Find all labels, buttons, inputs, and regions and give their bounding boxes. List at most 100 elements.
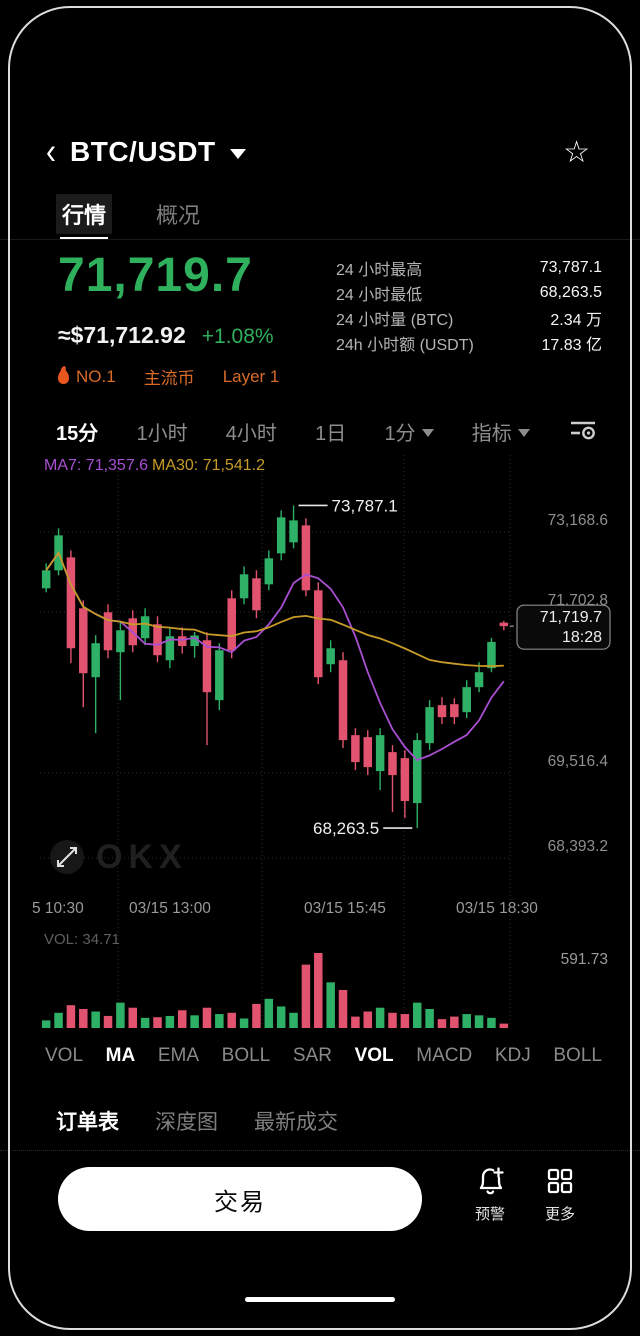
badge-layer1[interactable]: Layer 1	[222, 366, 280, 386]
indicator-ema[interactable]: EMA	[157, 1045, 200, 1066]
candle-body	[276, 517, 286, 554]
chart-settings-icon[interactable]	[568, 416, 598, 447]
volume-bar	[351, 1016, 360, 1028]
volume-bar	[227, 1012, 236, 1028]
volume-bar	[116, 1002, 125, 1028]
stat-row: 24h 小时额 (USDT) 17.83 亿	[336, 336, 602, 354]
candle-body	[326, 648, 335, 665]
indicator-kdj[interactable]: KDJ	[494, 1045, 531, 1066]
trade-button[interactable]: 交易	[58, 1167, 422, 1231]
indicator-ma[interactable]: MA	[105, 1045, 136, 1066]
divider	[0, 1150, 640, 1151]
volume-bar	[314, 953, 323, 1028]
ma30-line	[45, 551, 504, 668]
volume-bar	[437, 1019, 447, 1028]
tab-order-book[interactable]: 订单表	[56, 1111, 119, 1134]
stat-row: 24 小时最低 68,263.5	[336, 283, 602, 304]
ma7-line	[45, 551, 505, 762]
candle-body	[301, 525, 311, 591]
tab-latest-trades[interactable]: 最新成交	[254, 1111, 338, 1134]
badge-mainstream[interactable]: 主流币	[143, 369, 195, 388]
candle-body	[351, 735, 360, 763]
chevron-down-icon	[517, 428, 530, 437]
candle-body	[487, 641, 496, 669]
page-title: BTC/USDT	[70, 136, 216, 167]
volume-bar	[190, 1015, 199, 1028]
candle-body	[239, 574, 249, 599]
home-indicator[interactable]	[245, 1297, 395, 1302]
candle-body	[450, 704, 459, 718]
indicator-boll[interactable]: BOLL	[221, 1045, 271, 1066]
header: ‹ BTC/USDT ☆	[46, 130, 590, 174]
candle-body	[425, 707, 434, 744]
pair-dropdown-caret-icon[interactable]	[229, 149, 246, 159]
candle-body	[165, 636, 175, 661]
last-price-tag	[516, 604, 611, 650]
volume-axis-max: 591.73	[561, 951, 608, 968]
volume-bar	[499, 1023, 509, 1028]
candle-body	[338, 660, 348, 741]
candle-body	[289, 520, 298, 543]
volume-bar	[54, 1012, 63, 1028]
x-axis-label: 03/15 18:30	[456, 900, 538, 917]
price-chart[interactable]: 73,168.6 71,702.8 69,516.4 68,393.2 MA7: 71,…	[30, 450, 615, 1035]
candle-body	[140, 616, 150, 639]
tab-overview[interactable]: 概况	[156, 203, 201, 228]
indicator-dropdown[interactable]: 指标	[472, 417, 530, 446]
candle-body	[437, 705, 447, 718]
candle-body	[499, 622, 509, 627]
y-axis-label: 68,393.2	[548, 838, 608, 855]
candle-body	[215, 650, 224, 701]
indicator-macd[interactable]: MACD	[416, 1045, 473, 1066]
price-change-percent: +1.08%	[201, 325, 274, 348]
volume-bar	[140, 1017, 150, 1028]
candle-body	[177, 636, 187, 647]
timeframe-4h[interactable]: 4小时	[225, 422, 277, 445]
volume-bar	[338, 989, 348, 1028]
volume-bar	[400, 1014, 410, 1028]
fiat-price: ≈$71,712.92	[58, 322, 186, 348]
indicator-boll2[interactable]: BOLL	[553, 1045, 602, 1066]
indicator-vol-sub[interactable]: VOL	[354, 1045, 394, 1066]
grid-icon	[547, 1168, 573, 1194]
candle-body	[41, 570, 51, 589]
candle-body	[363, 737, 373, 768]
okx-watermark: OKX	[96, 838, 188, 876]
last-price-tag-time: 18:28	[562, 629, 602, 646]
candle-body	[314, 590, 323, 678]
indicator-vol-main[interactable]: VOL	[45, 1045, 84, 1066]
volume-bar	[289, 1012, 298, 1028]
volume-bar	[153, 1017, 162, 1028]
candle-body	[91, 643, 100, 678]
x-axis-label: 5 10:30	[32, 900, 84, 917]
volume-bar	[79, 1008, 88, 1028]
timeframe-more-dropdown[interactable]: 1分	[384, 417, 434, 446]
back-button[interactable]: ‹	[46, 130, 56, 172]
candle-body	[79, 608, 88, 674]
timeframe-1h[interactable]: 1小时	[136, 422, 188, 445]
ma7-label: MA7: 71,357.6	[44, 457, 148, 474]
volume-bar	[474, 1015, 484, 1028]
favorite-star-icon[interactable]: ☆	[563, 135, 590, 169]
tab-depth-chart[interactable]: 深度图	[155, 1111, 218, 1134]
volume-bar	[326, 982, 335, 1028]
timeframe-15m[interactable]: 15分	[56, 422, 99, 445]
ma30-label: MA30: 71,541.2	[152, 457, 265, 474]
volume-bar	[66, 1005, 76, 1028]
badge-rank[interactable]: NO.1	[58, 367, 116, 387]
timeframe-1d[interactable]: 1日	[315, 422, 347, 445]
high-annotation: 73,787.1	[332, 496, 398, 515]
volume-bar	[239, 1018, 249, 1028]
volume-bar	[301, 964, 311, 1028]
candle-body	[412, 740, 422, 804]
stat-row: 24 小时最高 73,787.1	[336, 258, 602, 279]
tab-quotes[interactable]: 行情	[56, 194, 113, 240]
chevron-down-icon	[421, 428, 434, 437]
alert-button[interactable]: 预警	[458, 1164, 522, 1224]
volume-bar	[215, 1014, 224, 1028]
volume-bar	[363, 1011, 373, 1028]
expand-arrow-icon	[57, 860, 64, 867]
more-button[interactable]: 更多	[528, 1164, 592, 1224]
indicator-sar[interactable]: SAR	[292, 1045, 332, 1066]
